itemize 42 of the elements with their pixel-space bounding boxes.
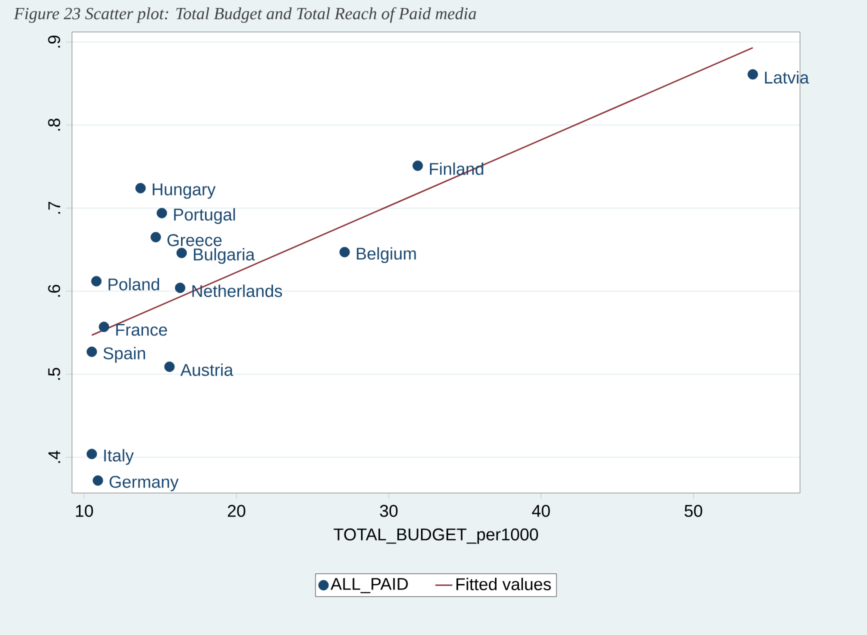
x-tick-label: 10 — [76, 504, 93, 517]
y-tick-label: .6 — [48, 284, 60, 297]
point — [135, 182, 146, 194]
y-tick-label: .5 — [48, 368, 60, 380]
y-tick-label: .7 — [48, 202, 60, 214]
annotation: Germany — [110, 476, 179, 492]
point — [150, 232, 161, 242]
point — [98, 322, 110, 332]
y-tick-label: .9 — [48, 36, 60, 48]
x-tick-label: 30 — [380, 504, 398, 517]
y-tick-label: .8 — [48, 118, 60, 131]
x-tick-label: 50 — [684, 504, 702, 517]
annotation: Greece — [167, 234, 222, 246]
annotation: Netherlands — [192, 284, 282, 298]
annotation: Poland — [108, 278, 160, 290]
y-tick-label: .4 — [48, 450, 60, 463]
annotation: Latvia — [765, 71, 810, 84]
point — [91, 276, 102, 286]
legend-label: Fitted values — [456, 578, 551, 590]
annotation: Portugal — [174, 208, 235, 224]
point — [748, 69, 758, 80]
x-tick-label: 40 — [532, 504, 550, 517]
point — [92, 475, 104, 486]
point — [86, 346, 97, 357]
x-axis-title: TOTAL_BUDGET_per1000 — [334, 528, 538, 544]
annotation: Italy — [104, 449, 134, 465]
annotation: Austria — [180, 364, 234, 376]
annotation: Belgium — [356, 247, 416, 264]
point — [339, 246, 350, 258]
point — [176, 248, 187, 258]
point — [164, 362, 175, 372]
annotation: France — [116, 324, 168, 336]
annotation: Spain — [103, 346, 146, 363]
point — [174, 282, 186, 294]
legend-label: ALL_PAID — [330, 578, 408, 594]
x-tick-label: 20 — [228, 504, 246, 517]
annotation: Hungary — [152, 184, 216, 199]
point — [156, 208, 168, 218]
point — [86, 448, 97, 460]
point — [412, 160, 423, 171]
chart-title: Figure 23 Scatter plot: Total Budget and Total Reach of Paid media — [14, 7, 476, 23]
annotation: Bulgaria — [194, 248, 255, 264]
